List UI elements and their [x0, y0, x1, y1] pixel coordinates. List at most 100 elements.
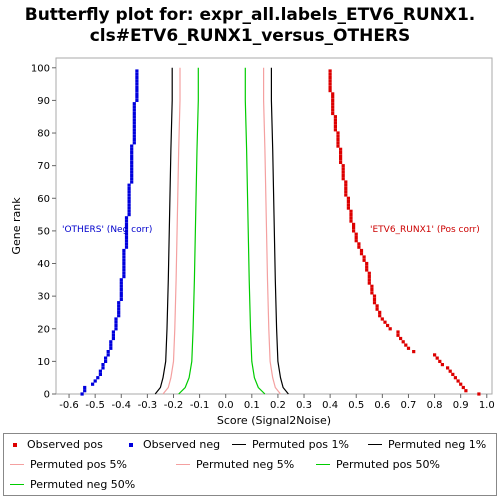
legend-symbol: [10, 484, 24, 485]
x-tick-label: 0.9: [453, 400, 469, 411]
annotation-pos-corr: 'ETV6_RUNX1' (Pos corr): [370, 225, 480, 235]
data-point: [132, 141, 136, 145]
data-point: [122, 268, 126, 272]
data-point: [83, 385, 87, 390]
data-point: [119, 297, 123, 301]
x-tick-label: 0.8: [427, 400, 443, 411]
data-point: [114, 317, 118, 321]
x-tick-label: 0.6: [374, 400, 390, 411]
data-point: [375, 307, 379, 311]
data-point: [109, 343, 113, 347]
legend-symbol: [316, 464, 330, 465]
data-point: [127, 203, 131, 207]
butterfly-chart: Butterfly plot for: expr_all.labels_ETV6…: [10, 5, 495, 427]
data-point: [331, 108, 335, 112]
data-point: [344, 186, 348, 191]
data-point: [331, 98, 335, 102]
data-point: [106, 353, 110, 357]
data-point: [117, 314, 121, 318]
annotation-neg-corr: 'OTHERS' (Neg corr): [62, 225, 152, 235]
legend-label: Permuted neg 50%: [30, 478, 136, 491]
data-point: [96, 376, 100, 380]
legend-label: Permuted neg 1%: [388, 438, 487, 451]
y-tick-label: 60: [37, 194, 50, 205]
data-point: [461, 385, 465, 390]
data-point: [354, 235, 358, 239]
legend-symbol: [368, 444, 382, 445]
data-point: [124, 226, 129, 230]
chart-legend: Observed pos Observed neg Permuted pos 1% P…: [3, 433, 497, 496]
y-tick-label: 90: [37, 96, 50, 107]
data-point: [114, 320, 118, 324]
data-point: [132, 115, 136, 119]
data-point: [122, 261, 126, 266]
data-point: [135, 72, 139, 76]
x-tick-label: 0.1: [244, 400, 260, 411]
y-tick-label: 10: [37, 357, 50, 368]
data-point: [401, 340, 405, 344]
data-point: [341, 167, 345, 171]
data-point: [331, 92, 335, 96]
data-point: [359, 248, 364, 253]
data-point: [124, 222, 129, 226]
data-point: [124, 239, 129, 243]
data-point: [352, 222, 356, 226]
data-point: [98, 372, 102, 376]
data-point: [119, 281, 123, 285]
data-point: [119, 278, 123, 282]
data-point: [127, 213, 131, 217]
series-line-permuted-neg-1pct: [154, 67, 173, 395]
data-point: [122, 252, 126, 256]
data-point: [365, 265, 369, 269]
legend-symbol: [129, 442, 133, 447]
data-point: [124, 235, 129, 239]
legend-label: Permuted pos 50%: [336, 458, 440, 471]
data-point: [111, 330, 115, 334]
data-point: [130, 160, 134, 164]
data-point: [336, 144, 340, 148]
y-axis-label: Gene rank: [10, 197, 23, 255]
data-point: [328, 72, 332, 76]
data-point: [459, 382, 463, 386]
data-point: [117, 301, 121, 305]
legend-symbol: [13, 442, 17, 447]
data-point: [130, 147, 134, 151]
x-tick-label: 0.3: [296, 400, 312, 411]
y-tick-label: 0: [44, 390, 50, 401]
data-point: [367, 278, 371, 282]
series-line-permuted-neg-5pct: [162, 67, 181, 395]
data-point: [336, 131, 340, 135]
data-point: [127, 183, 131, 187]
data-point: [127, 196, 131, 200]
data-point: [132, 111, 136, 116]
legend-item-permuted-pos-5pct: Permuted pos 5%: [10, 458, 127, 471]
data-point: [80, 392, 84, 396]
data-point: [117, 310, 121, 314]
data-point: [386, 323, 390, 328]
data-point: [135, 89, 139, 93]
data-point: [124, 219, 129, 223]
data-point: [336, 141, 340, 145]
series-line-permuted-pos-5pct: [263, 67, 281, 395]
series-line-permuted-pos-50pct: [244, 67, 266, 395]
data-point: [328, 82, 332, 86]
x-axis: -0.6 -0.5 -0.4 -0.3 -0.2 -0.1 0.0 0.1 0.2 0.3 0.4 0…: [59, 394, 495, 411]
data-point: [339, 151, 343, 155]
data-point: [83, 389, 87, 393]
data-point: [130, 164, 134, 168]
x-axis-label: Score (Signal2Noise): [217, 414, 331, 427]
data-point: [132, 105, 136, 109]
legend-label: Permuted pos 5%: [30, 458, 127, 471]
series-observed-neg: [80, 69, 139, 396]
series-line-permuted-pos-1pct: [270, 67, 289, 395]
data-point: [122, 258, 126, 262]
data-point: [344, 180, 348, 184]
data-point: [341, 177, 345, 181]
data-point: [135, 85, 139, 89]
data-point: [362, 258, 366, 262]
y-tick-label: 50: [37, 226, 50, 237]
data-point: [341, 164, 345, 168]
x-tick-label: -0.3: [138, 400, 158, 411]
data-point: [109, 346, 113, 350]
data-point: [365, 261, 369, 266]
